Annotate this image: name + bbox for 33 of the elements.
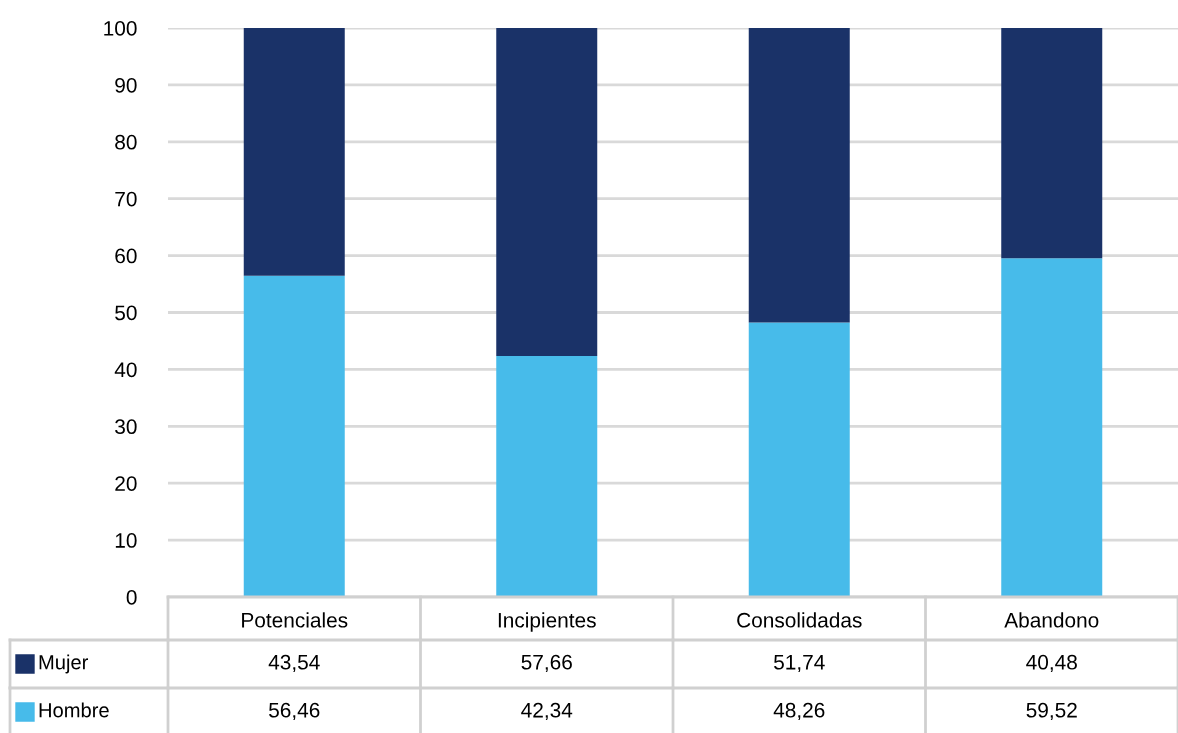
bar bbox=[1001, 28, 1103, 259]
data-label: 57,66 bbox=[521, 654, 572, 673]
bar bbox=[496, 356, 598, 597]
legend-label: Hombre bbox=[39, 702, 109, 718]
y-tick-label: 60 bbox=[115, 248, 137, 264]
y-tick-label: 40 bbox=[114, 362, 137, 378]
data-label: 43,54 bbox=[268, 654, 320, 673]
y-tick-label: 100 bbox=[104, 21, 137, 36]
bar bbox=[496, 28, 598, 357]
data-label: 48,26 bbox=[773, 702, 825, 721]
data-label: 59,52 bbox=[1026, 702, 1077, 721]
y-tick-label: 50 bbox=[115, 305, 137, 321]
bar bbox=[1001, 258, 1103, 597]
x-tick-label: Potenciales bbox=[242, 612, 348, 628]
data-label: 42,34 bbox=[521, 702, 573, 721]
y-tick-label: 0 bbox=[126, 590, 137, 605]
x-tick-label: Consolidadas bbox=[737, 612, 862, 628]
y-tick-label: 20 bbox=[115, 476, 137, 491]
data-label: 40,48 bbox=[1026, 654, 1077, 673]
y-tick-label: 80 bbox=[115, 134, 137, 150]
x-tick-label: Abandono bbox=[1004, 612, 1099, 628]
y-tick-label: 30 bbox=[115, 419, 137, 435]
y-tick-label: 90 bbox=[115, 77, 137, 93]
y-tick-label: 70 bbox=[115, 191, 137, 207]
bar bbox=[748, 322, 850, 597]
x-tick-label: Incipientes bbox=[498, 612, 596, 632]
y-tick-label: 10 bbox=[115, 533, 137, 548]
legend-label: Mujer bbox=[39, 654, 89, 674]
data-label: 56,46 bbox=[269, 702, 320, 721]
bar bbox=[243, 275, 345, 597]
data-label: 51,74 bbox=[774, 655, 825, 673]
bar bbox=[748, 28, 850, 323]
bar bbox=[243, 28, 345, 276]
